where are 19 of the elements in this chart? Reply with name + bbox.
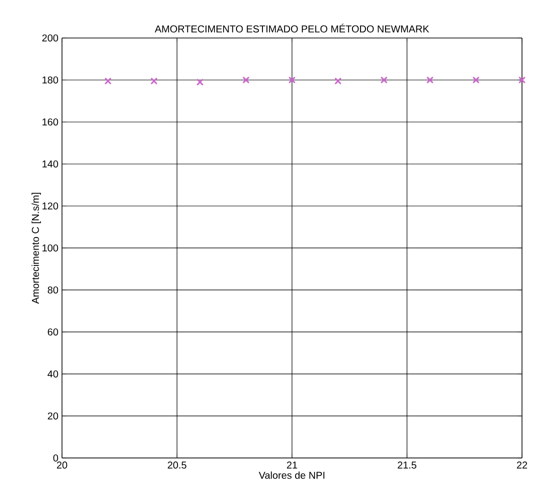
y-tick-label: 40: [48, 370, 58, 378]
x-axis-title: Valores de NPI: [258, 471, 324, 479]
y-tick-label: 0: [53, 454, 58, 462]
chart-title: AMORTECIMENTO ESTIMADO PELO MÉTODO NEWMARK: [154, 24, 430, 32]
x-tick-label: 20.5: [168, 462, 186, 469]
y-tick-label: 120: [42, 202, 58, 210]
y-axis-title: Amortecimento C [N.s/m]: [32, 192, 41, 304]
y-tick-label: 20: [48, 412, 58, 420]
x-tick-label: 22: [516, 462, 528, 468]
y-tick-label: 100: [42, 244, 58, 252]
y-tick-label: 80: [48, 286, 58, 294]
y-tick-label: 160: [42, 118, 58, 126]
y-tick-label: 140: [42, 160, 58, 168]
x-tick-label: 21: [286, 462, 298, 468]
x-tick-label: 20: [56, 462, 68, 469]
y-tick-label: 180: [42, 76, 58, 84]
y-tick-label: 60: [48, 328, 58, 336]
x-tick-label: 21.5: [398, 462, 416, 469]
y-tick-label: 200: [42, 34, 58, 42]
